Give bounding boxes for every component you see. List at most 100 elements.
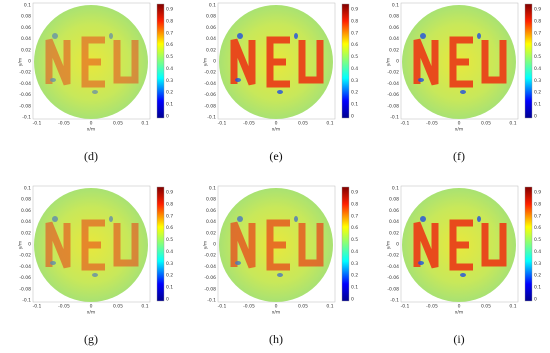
- y-tick-label: 0.1: [392, 3, 399, 9]
- y-tick-label: -0.02: [387, 253, 399, 259]
- x-tick-label: 0: [90, 121, 93, 127]
- y-tick-label: 0: [396, 242, 399, 248]
- y-tick-label: 0.08: [21, 197, 31, 203]
- y-tick-label: 0.04: [389, 36, 399, 42]
- y-tick-label: -0.08: [19, 286, 31, 292]
- y-tick-label: -0.04: [19, 81, 31, 87]
- x-axis-label: x/m: [455, 310, 464, 316]
- colorbar-tick-label: 0.6: [534, 42, 541, 48]
- x-axis-label: x/m: [272, 310, 281, 316]
- x-tick-label: -0.1: [401, 304, 410, 310]
- y-tick-label: 0.06: [389, 208, 399, 214]
- panel: 0.1 0.08 0.06 0.04 0.02 0 -0.02 -0.04 -0.06 -0.08…: [18, 3, 174, 163]
- y-axis-label: y/m: [18, 241, 24, 250]
- y-axis-label: y/m: [203, 241, 209, 250]
- colorbar-tick-label: 0: [351, 114, 354, 120]
- colorbar-tick-label: 0.2: [351, 273, 358, 279]
- x-tick-label: 0: [458, 121, 461, 127]
- x-tick-label: 0.1: [326, 304, 333, 310]
- y-tick-label: -0.06: [19, 275, 31, 281]
- colorbar-tick-label: 0.8: [351, 18, 358, 24]
- x-tick-label: -0.1: [33, 121, 42, 127]
- colorbar-tick-label: 0.1: [166, 102, 173, 108]
- colorbar-tick-label: 0.1: [534, 285, 541, 291]
- x-tick-label: -0.1: [401, 121, 410, 127]
- colorbar-tick-label: 0.8: [166, 201, 173, 207]
- y-tick-label: -0.06: [204, 275, 216, 281]
- y-tick-label: 0.02: [21, 47, 31, 53]
- y-tick-label: -0.1: [22, 115, 31, 121]
- colorbar-tick-label: 0.1: [166, 285, 173, 291]
- y-tick-label: 0.04: [21, 219, 31, 225]
- y-tick-label: -0.02: [387, 70, 399, 76]
- y-tick-label: 0.02: [389, 230, 399, 236]
- y-tick-label: 0.02: [206, 47, 216, 53]
- colorbar-tick-label: 0.6: [166, 225, 173, 231]
- y-tick-label: 0.08: [389, 14, 399, 20]
- y-tick-label: 0.02: [206, 230, 216, 236]
- colorbar-tick-label: 0: [534, 114, 537, 120]
- panel-label: (f): [453, 149, 465, 163]
- x-axis-label: x/m: [455, 127, 464, 133]
- x-tick-label: 0.1: [141, 121, 148, 127]
- y-tick-label: -0.02: [204, 70, 216, 76]
- colorbar-tick-label: 0.6: [351, 42, 358, 48]
- y-tick-label: -0.06: [387, 92, 399, 98]
- colorbar-tick-label: 0.5: [534, 237, 541, 243]
- panel: 0.1 0.08 0.06 0.04 0.02 0 -0.02 -0.04 -0.06 -0.08…: [18, 186, 174, 346]
- colorbar-tick-label: 0.5: [166, 237, 173, 243]
- colorbar-tick-label: 0.2: [534, 90, 541, 96]
- y-tick-label: -0.04: [19, 264, 31, 270]
- colorbar-tick-label: 0.7: [166, 213, 173, 219]
- y-tick-label: -0.1: [207, 298, 216, 304]
- panel-label: (h): [269, 332, 283, 346]
- x-tick-label: 0: [458, 304, 461, 310]
- colorbar-tick-label: 0.7: [166, 30, 173, 36]
- colorbar: [524, 186, 533, 302]
- colorbar: [156, 186, 165, 302]
- y-tick-label: -0.1: [207, 115, 216, 121]
- colorbar-tick-label: 0.9: [534, 7, 541, 13]
- y-tick-label: -0.1: [390, 115, 399, 121]
- colorbar-tick-label: 0.7: [534, 213, 541, 219]
- colorbar-tick-label: 0: [166, 297, 169, 303]
- y-tick-label: -0.1: [22, 298, 31, 304]
- colorbar-tick-label: 0.9: [534, 190, 541, 196]
- colorbar-tick-label: 0.6: [534, 225, 541, 231]
- panel-label: (g): [84, 332, 98, 346]
- y-tick-label: 0.1: [392, 186, 399, 192]
- colorbar-tick-label: 0.4: [351, 249, 358, 255]
- colorbar-tick-label: 0.9: [351, 190, 358, 196]
- colorbar-tick-label: 0.3: [534, 78, 541, 84]
- colorbar-tick-label: 0.5: [534, 54, 541, 60]
- x-tick-label: 0.05: [298, 121, 308, 127]
- y-tick-label: 0.06: [21, 208, 31, 214]
- y-tick-label: 0.04: [21, 36, 31, 42]
- y-tick-label: -0.04: [204, 264, 216, 270]
- colorbar-tick-label: 0.5: [351, 237, 358, 243]
- x-tick-label: -0.05: [426, 121, 438, 127]
- y-tick-label: 0.08: [206, 197, 216, 203]
- colorbar-tick-label: 0.9: [166, 190, 173, 196]
- colorbar-tick-label: 0.2: [166, 90, 173, 96]
- y-tick-label: 0.08: [389, 197, 399, 203]
- panel: 0.1 0.08 0.06 0.04 0.02 0 -0.02 -0.04 -0.06 -0.08…: [386, 3, 542, 163]
- colorbar-tick-label: 0.3: [351, 78, 358, 84]
- panel-label: (i): [453, 332, 464, 346]
- x-tick-label: -0.05: [243, 121, 255, 127]
- y-tick-label: -0.02: [204, 253, 216, 259]
- colorbar-tick-label: 0.3: [534, 261, 541, 267]
- y-tick-label: -0.1: [390, 298, 399, 304]
- colorbar: [341, 186, 350, 302]
- y-tick-label: 0.06: [206, 25, 216, 31]
- y-tick-label: 0.06: [206, 208, 216, 214]
- x-axis-label: x/m: [272, 127, 281, 133]
- x-tick-label: 0.05: [113, 121, 123, 127]
- colorbar-tick-label: 0.9: [351, 7, 358, 13]
- x-tick-label: 0.05: [298, 304, 308, 310]
- y-tick-label: 0.06: [21, 25, 31, 31]
- y-tick-label: -0.04: [387, 81, 399, 87]
- x-tick-label: -0.05: [426, 304, 438, 310]
- y-tick-label: 0.08: [206, 14, 216, 20]
